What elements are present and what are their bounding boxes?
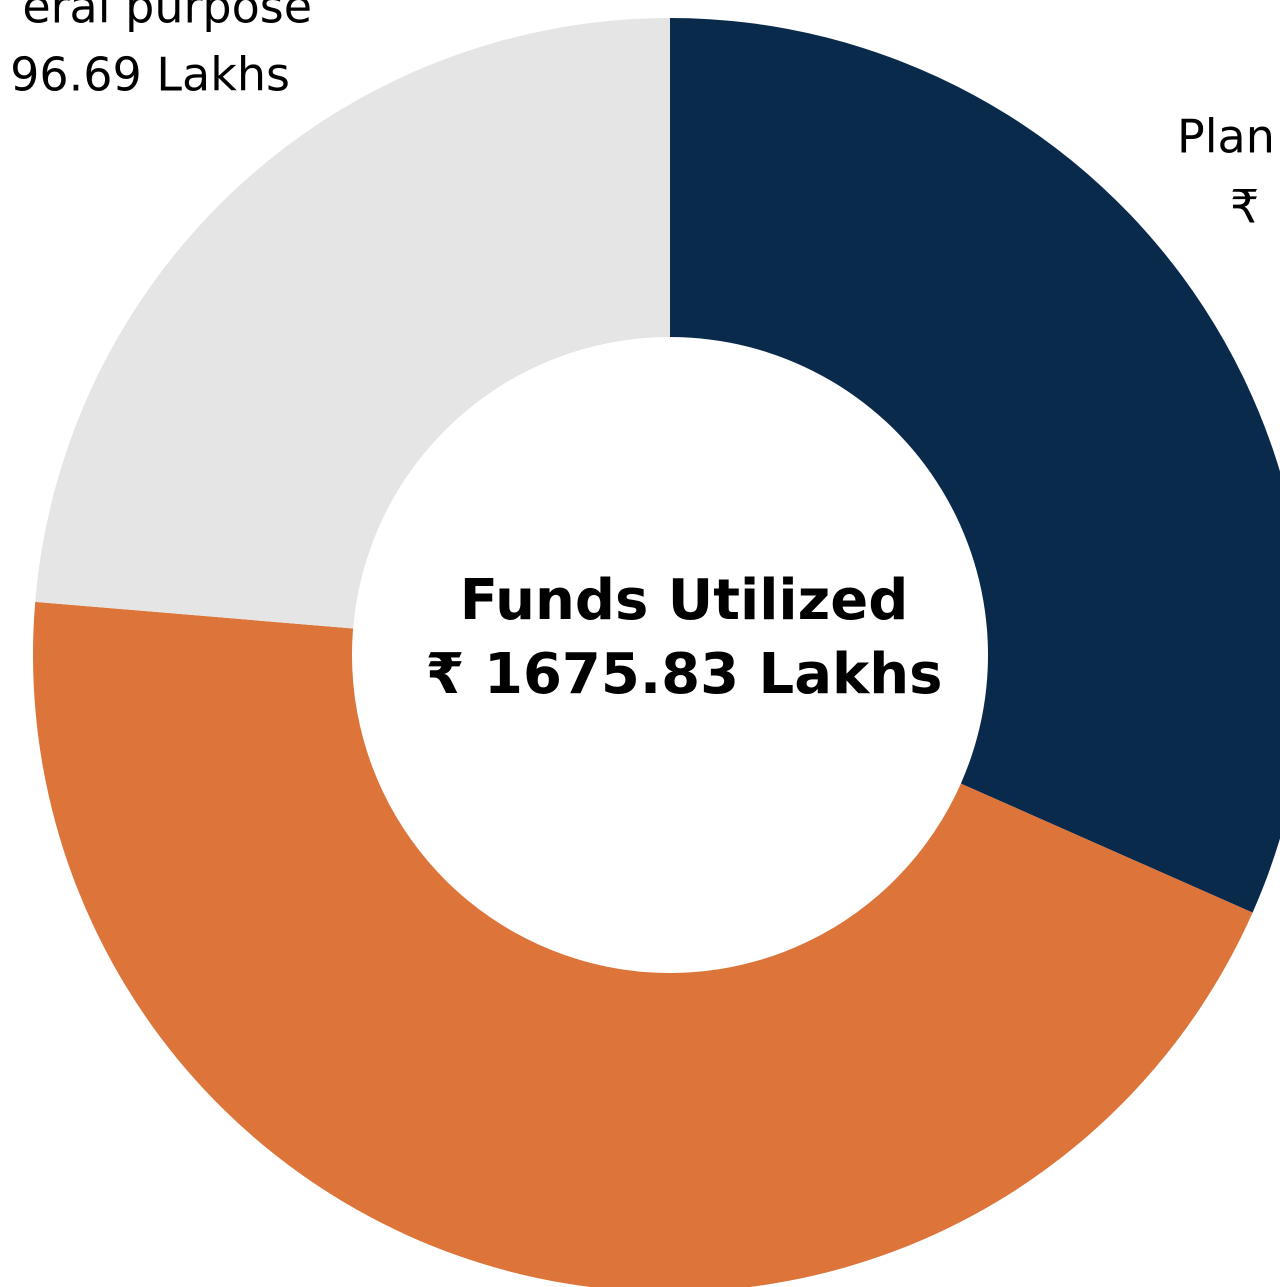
center-value: ₹ 1675.83 Lakhs <box>426 642 943 707</box>
donut-slice <box>35 17 671 629</box>
center-title: Funds Utilized <box>460 568 909 633</box>
labels: Plan ₹ eral purpose 96.69 Lakhs <box>10 0 1275 234</box>
donut <box>33 17 1280 1287</box>
slice-name: Plan <box>1177 110 1275 164</box>
slice-name: eral purpose <box>22 0 312 34</box>
donut-slice <box>33 601 1253 1287</box>
donut-slice <box>670 18 1280 913</box>
slice-value: ₹ <box>1230 180 1259 234</box>
slice-value: 96.69 Lakhs <box>10 48 290 102</box>
